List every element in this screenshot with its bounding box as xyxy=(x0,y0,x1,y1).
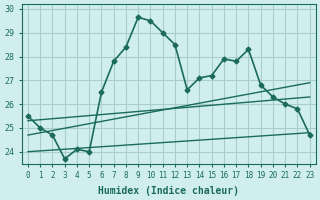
X-axis label: Humidex (Indice chaleur): Humidex (Indice chaleur) xyxy=(98,186,239,196)
